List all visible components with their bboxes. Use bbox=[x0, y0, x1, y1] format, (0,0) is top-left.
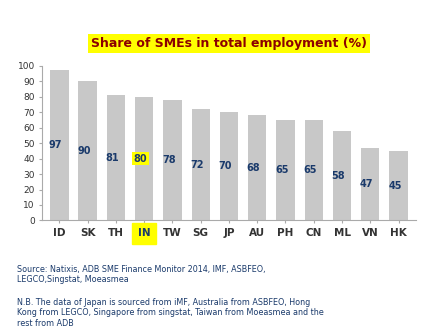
Bar bbox=[304, 120, 323, 220]
Bar bbox=[192, 109, 210, 220]
Text: 68: 68 bbox=[247, 163, 260, 173]
Text: 78: 78 bbox=[162, 155, 176, 165]
Bar bbox=[163, 100, 181, 220]
Text: 65: 65 bbox=[303, 165, 317, 175]
Text: 81: 81 bbox=[106, 153, 119, 163]
Bar bbox=[107, 95, 125, 220]
Text: 65: 65 bbox=[275, 165, 289, 175]
Bar bbox=[276, 120, 295, 220]
Bar bbox=[50, 70, 69, 220]
Bar bbox=[333, 131, 351, 220]
Text: 45: 45 bbox=[388, 181, 402, 190]
Text: 70: 70 bbox=[218, 161, 232, 171]
Bar bbox=[220, 112, 238, 220]
Bar bbox=[361, 148, 379, 220]
Bar bbox=[78, 81, 97, 220]
Text: 47: 47 bbox=[360, 179, 374, 189]
Text: 72: 72 bbox=[190, 160, 204, 170]
Text: Share of SMEs in total employment (%): Share of SMEs in total employment (%) bbox=[91, 37, 367, 50]
Text: Source: Natixis, ADB SME Finance Monitor 2014, IMF, ASBFEO,
LEGCO,Singstat, Moea: Source: Natixis, ADB SME Finance Monitor… bbox=[17, 265, 265, 284]
Bar bbox=[135, 97, 153, 220]
Text: 97: 97 bbox=[49, 140, 62, 150]
Text: 80: 80 bbox=[134, 154, 147, 164]
Bar bbox=[248, 115, 266, 220]
Text: N.B. The data of Japan is sourced from iMF, Australia from ASBFEO, Hong
Kong fro: N.B. The data of Japan is sourced from i… bbox=[17, 298, 324, 328]
Text: 90: 90 bbox=[77, 146, 91, 156]
Text: 58: 58 bbox=[332, 171, 345, 181]
Bar bbox=[389, 151, 408, 220]
